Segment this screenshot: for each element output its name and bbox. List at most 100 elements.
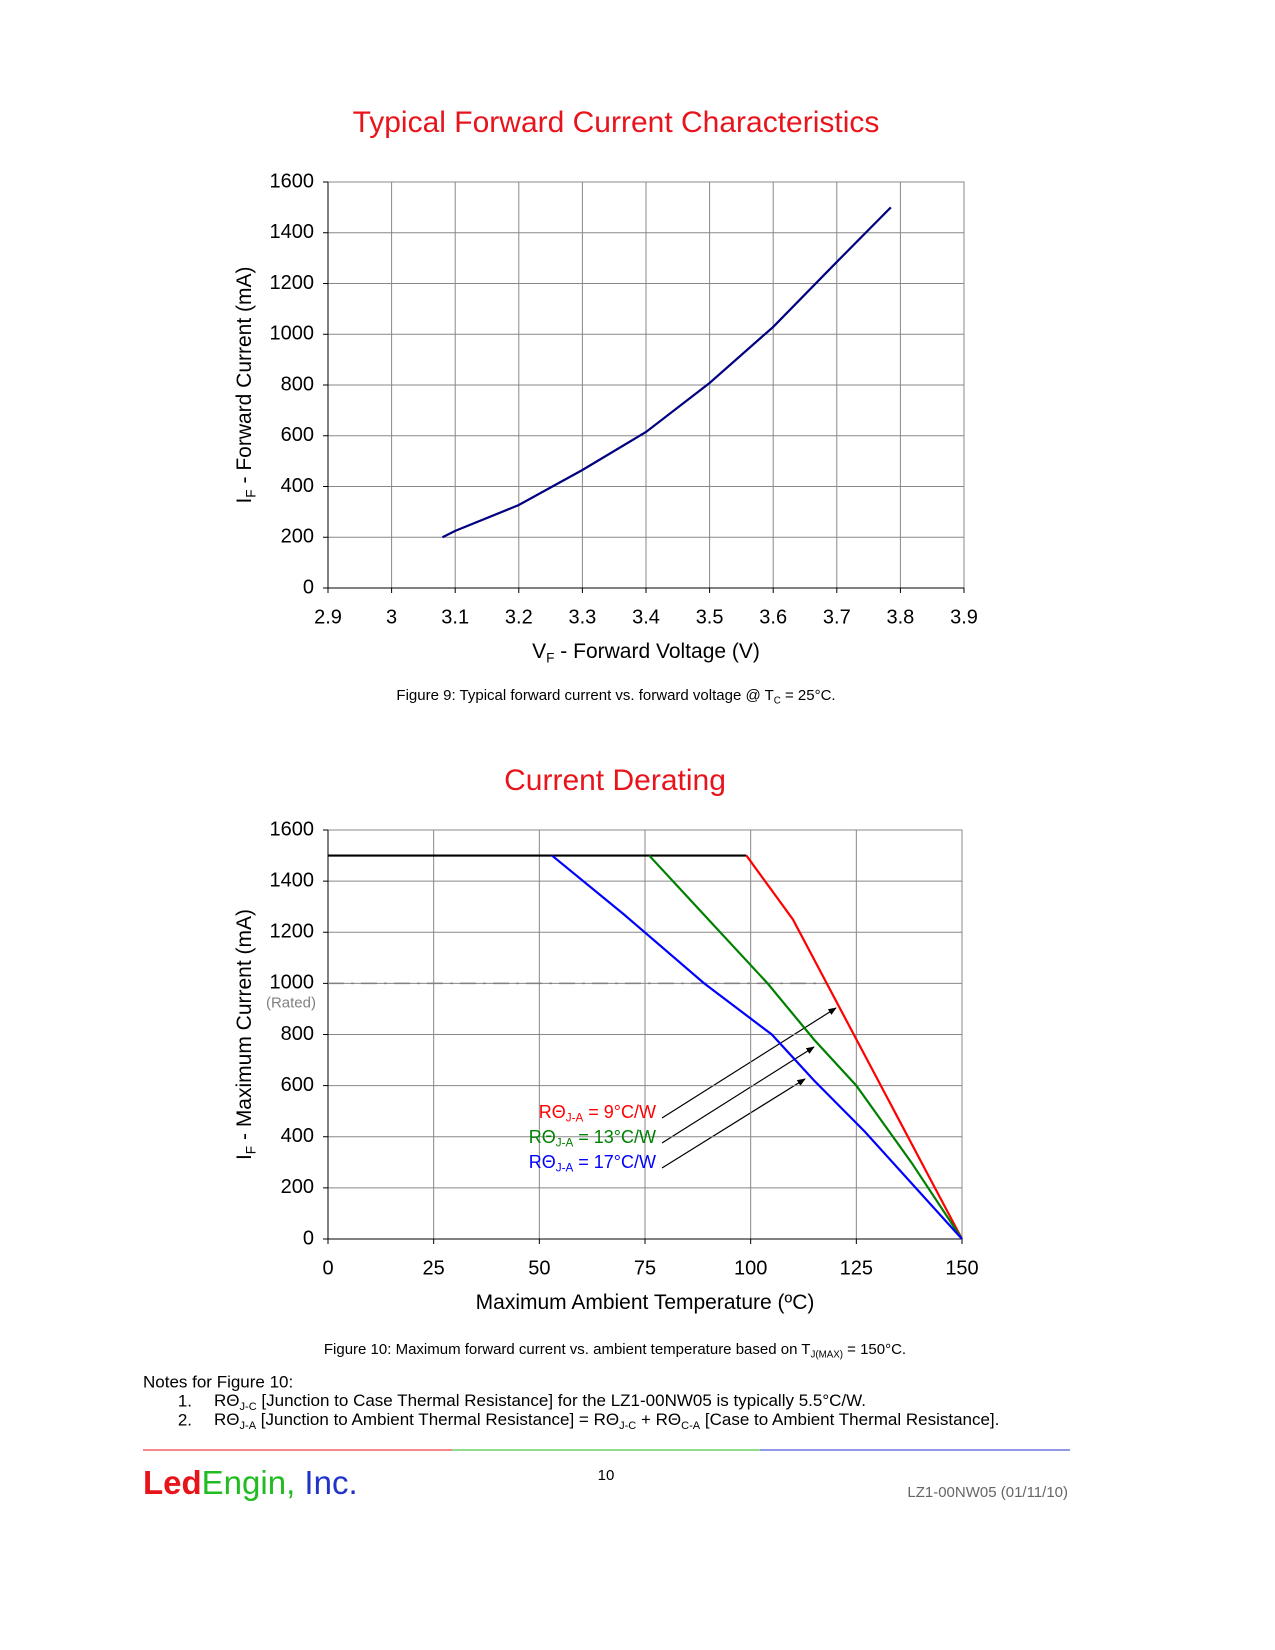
note-number: 2. — [178, 1410, 192, 1429]
chart-title: Typical Forward Current Characteristics — [353, 106, 880, 139]
text-part: RΘ — [529, 1152, 556, 1172]
text-part: [Junction to Ambient Thermal Resistance]… — [256, 1410, 619, 1429]
x-tick-label: 100 — [734, 1257, 767, 1279]
note-text: RΘJ-C [Junction to Case Thermal Resistan… — [214, 1391, 866, 1413]
chart-title: Current Derating — [504, 764, 726, 797]
text-part: Maximum Ambient Temperature (ºC) — [476, 1291, 815, 1314]
text-part: I — [233, 498, 256, 504]
text-part: Figure 9: Typical forward current vs. fo… — [396, 687, 773, 704]
figure-caption: Figure 10: Maximum forward current vs. a… — [324, 1341, 906, 1360]
y-tick-label: 1400 — [270, 221, 315, 243]
y-tick-label: 1000 — [270, 972, 315, 994]
series-label: RΘJ-A = 13°C/W — [529, 1127, 656, 1150]
text-part: V — [532, 640, 546, 663]
y-tick-label: 800 — [281, 373, 314, 395]
y-tick-label: 1400 — [270, 869, 315, 891]
y-tick-label: 200 — [281, 1176, 314, 1198]
subscript: F — [546, 650, 554, 665]
text-part: [Junction to Case Thermal Resistance] fo… — [257, 1391, 866, 1410]
y-tick-label: 600 — [281, 424, 314, 446]
x-tick-label: 3.1 — [441, 606, 469, 628]
subscript: J-C — [619, 1420, 636, 1432]
logo: LedEngin, Inc. — [143, 1464, 358, 1501]
y-tick-label: 400 — [281, 1125, 314, 1147]
x-tick-label: 3.6 — [759, 606, 787, 628]
x-axis-label: Maximum Ambient Temperature (ºC) — [476, 1291, 815, 1314]
data-line — [551, 854, 963, 1240]
y-tick-label: 0 — [303, 576, 314, 598]
x-tick-label: 3.4 — [632, 606, 660, 628]
x-tick-label: 3.3 — [568, 606, 596, 628]
y-tick-label: 1600 — [270, 818, 315, 840]
y-axis-label: IF - Forward Current (mA) — [233, 266, 258, 503]
text-part: I — [233, 1154, 256, 1160]
y-tick-label: 400 — [281, 475, 314, 497]
logo-led: Led — [143, 1464, 202, 1501]
text-part: [Case to Ambient Thermal Resistance]. — [700, 1410, 999, 1429]
series-label: RΘJ-A = 17°C/W — [529, 1152, 656, 1175]
x-tick-label: 3.2 — [505, 606, 533, 628]
x-tick-label: 3.8 — [886, 606, 914, 628]
annotation-arrows — [661, 1007, 837, 1169]
x-tick-label: 3.5 — [696, 606, 724, 628]
text-part: - Forward Voltage (V) — [554, 640, 759, 663]
subscript: J-A — [566, 1111, 584, 1124]
subscript: J-A — [556, 1136, 574, 1149]
data-line — [648, 854, 963, 1240]
logo-engin: Engin, — [202, 1464, 296, 1501]
y-axis-label: IF - Maximum Current (mA) — [233, 909, 258, 1160]
x-tick-label: 3.7 — [823, 606, 851, 628]
x-tick-label: 2.9 — [314, 606, 342, 628]
y-tick-label: 1000 — [270, 323, 315, 345]
arrow — [661, 1078, 806, 1169]
text-part: Figure 10: Maximum forward current vs. a… — [324, 1341, 811, 1358]
text-part: = 9°C/W — [583, 1102, 656, 1122]
note-text: RΘJ-A [Junction to Ambient Thermal Resis… — [214, 1410, 999, 1432]
x-tick-label: 0 — [322, 1257, 333, 1279]
reference-label: (Rated) — [266, 994, 316, 1011]
text-part: = 150°C. — [843, 1341, 906, 1358]
text-part: RΘ — [214, 1410, 240, 1429]
x-axis-label: VF - Forward Voltage (V) — [532, 640, 760, 665]
arrow — [661, 1007, 837, 1119]
y-tick-label: 1200 — [270, 921, 315, 943]
x-tick-label: 50 — [528, 1257, 550, 1279]
text-part: - Forward Current (mA) — [233, 266, 256, 489]
note-number: 1. — [178, 1391, 192, 1410]
subscript: F — [243, 489, 258, 497]
subscript: J-C — [240, 1401, 257, 1413]
text-part: = 17°C/W — [573, 1152, 656, 1172]
figure-caption: Figure 9: Typical forward current vs. fo… — [396, 687, 835, 706]
data-line — [441, 206, 892, 539]
text-part: RΘ — [214, 1391, 240, 1410]
x-tick-label: 150 — [945, 1257, 978, 1279]
subscript: C-A — [681, 1420, 701, 1432]
subscript: J(MAX) — [810, 1349, 843, 1360]
x-tick-label: 125 — [840, 1257, 873, 1279]
y-tick-label: 600 — [281, 1074, 314, 1096]
text-part: - Maximum Current (mA) — [233, 909, 256, 1146]
text-part: = 25°C. — [781, 687, 836, 704]
page-number: 10 — [598, 1467, 615, 1484]
y-tick-label: 800 — [281, 1023, 314, 1045]
x-tick-label: 3.9 — [950, 606, 978, 628]
notes-heading: Notes for Figure 10: — [143, 1372, 293, 1391]
text-part: + RΘ — [636, 1410, 681, 1429]
subscript: C — [774, 695, 781, 706]
data-line — [745, 854, 963, 1240]
x-tick-label: 75 — [634, 1257, 656, 1279]
text-part: = 13°C/W — [573, 1127, 656, 1147]
subscript: J-A — [556, 1161, 574, 1174]
x-tick-label: 25 — [423, 1257, 445, 1279]
y-tick-label: 1600 — [270, 170, 315, 192]
text-part: RΘ — [539, 1102, 566, 1122]
y-tick-label: 1200 — [270, 272, 315, 294]
logo-inc: Inc. — [295, 1464, 357, 1501]
subscript: F — [243, 1146, 258, 1154]
series-label: RΘJ-A = 9°C/W — [539, 1102, 656, 1125]
y-tick-label: 200 — [281, 526, 314, 548]
text-part: RΘ — [529, 1127, 556, 1147]
doc-id: LZ1-00NW05 (01/11/10) — [907, 1484, 1068, 1501]
